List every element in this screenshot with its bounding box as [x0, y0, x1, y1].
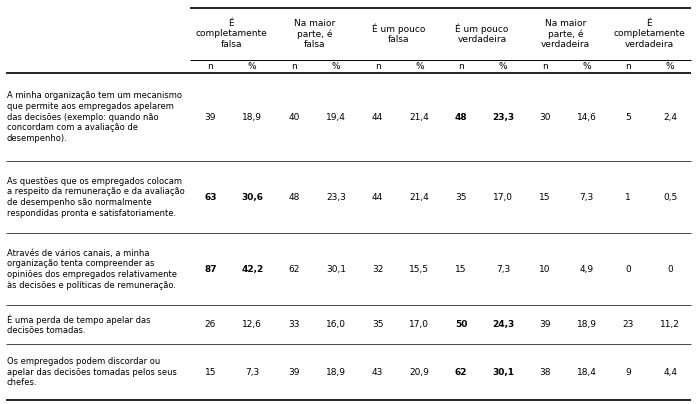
Text: 26: 26 [205, 320, 216, 329]
Text: 15: 15 [539, 193, 551, 202]
Text: 63: 63 [204, 193, 216, 202]
Text: 0,5: 0,5 [663, 193, 677, 202]
Text: 15: 15 [205, 368, 216, 377]
Text: 33: 33 [288, 320, 300, 329]
Text: Os empregados podem discordar ou
apelar das decisões tomadas pelos seus
chefes.: Os empregados podem discordar ou apelar … [7, 357, 177, 387]
Text: 9: 9 [626, 368, 631, 377]
Text: n: n [207, 62, 214, 71]
Text: É um pouco
verdadeira: É um pouco verdadeira [455, 23, 509, 44]
Text: 48: 48 [455, 113, 468, 122]
Text: 43: 43 [372, 368, 383, 377]
Text: Na maior
parte, é
verdadeira: Na maior parte, é verdadeira [541, 19, 590, 49]
Text: 18,9: 18,9 [242, 113, 262, 122]
Text: 24,3: 24,3 [492, 320, 514, 329]
Text: 35: 35 [372, 320, 383, 329]
Text: n: n [542, 62, 548, 71]
Text: 18,9: 18,9 [576, 320, 596, 329]
Text: 44: 44 [372, 193, 383, 202]
Text: 7,3: 7,3 [579, 193, 594, 202]
Text: 15,5: 15,5 [409, 265, 429, 274]
Text: 30,6: 30,6 [242, 193, 263, 202]
Text: 23,3: 23,3 [492, 113, 514, 122]
Text: n: n [458, 62, 464, 71]
Text: 7,3: 7,3 [496, 265, 510, 274]
Text: %: % [331, 62, 340, 71]
Text: É
completamente
verdadeira: É completamente verdadeira [613, 19, 685, 49]
Text: Através de vários canais, a minha
organização tenta compreender as
opiniões dos : Através de vários canais, a minha organi… [7, 248, 177, 290]
Text: 23: 23 [623, 320, 634, 329]
Text: 62: 62 [288, 265, 300, 274]
Text: n: n [374, 62, 381, 71]
Text: %: % [666, 62, 674, 71]
Text: %: % [583, 62, 591, 71]
Text: 14,6: 14,6 [576, 113, 596, 122]
Text: 5: 5 [626, 113, 631, 122]
Text: 15: 15 [455, 265, 467, 274]
Text: 23,3: 23,3 [326, 193, 346, 202]
Text: 21,4: 21,4 [409, 113, 429, 122]
Text: As questões que os empregados colocam
a respeito da remuneração e da avaliação
d: As questões que os empregados colocam a … [7, 177, 184, 218]
Text: 18,9: 18,9 [326, 368, 346, 377]
Text: 32: 32 [372, 265, 383, 274]
Text: A minha organização tem um mecanismo
que permite aos empregados apelarem
das dec: A minha organização tem um mecanismo que… [7, 91, 182, 143]
Text: Na maior
parte, é
falsa: Na maior parte, é falsa [294, 19, 335, 49]
Text: 0: 0 [667, 265, 673, 274]
Text: %: % [248, 62, 257, 71]
Text: 35: 35 [455, 193, 467, 202]
Text: É uma perda de tempo apelar das
decisões tomadas.: É uma perda de tempo apelar das decisões… [7, 314, 150, 335]
Text: 1: 1 [626, 193, 631, 202]
Text: 10: 10 [539, 265, 551, 274]
Text: 4,4: 4,4 [663, 368, 677, 377]
Text: 7,3: 7,3 [245, 368, 260, 377]
Text: 62: 62 [455, 368, 468, 377]
Text: 39: 39 [539, 320, 551, 329]
Text: 48: 48 [288, 193, 300, 202]
Text: 39: 39 [288, 368, 300, 377]
Text: 38: 38 [539, 368, 551, 377]
Text: É um pouco
falsa: É um pouco falsa [372, 23, 425, 44]
Text: 39: 39 [205, 113, 216, 122]
Text: 87: 87 [204, 265, 216, 274]
Text: 21,4: 21,4 [409, 193, 429, 202]
Text: 30,1: 30,1 [492, 368, 514, 377]
Text: 20,9: 20,9 [409, 368, 429, 377]
Text: 42,2: 42,2 [241, 265, 263, 274]
Text: É
completamente
falsa: É completamente falsa [196, 19, 267, 49]
Text: 19,4: 19,4 [326, 113, 346, 122]
Text: 17,0: 17,0 [493, 193, 513, 202]
Text: %: % [498, 62, 507, 71]
Text: 11,2: 11,2 [661, 320, 680, 329]
Text: 30: 30 [539, 113, 551, 122]
Text: 16,0: 16,0 [326, 320, 346, 329]
Text: 18,4: 18,4 [576, 368, 596, 377]
Text: 4,9: 4,9 [580, 265, 594, 274]
Text: 44: 44 [372, 113, 383, 122]
Text: 0: 0 [626, 265, 631, 274]
Text: n: n [626, 62, 631, 71]
Text: %: % [415, 62, 424, 71]
Text: 2,4: 2,4 [663, 113, 677, 122]
Text: n: n [291, 62, 297, 71]
Text: 40: 40 [288, 113, 300, 122]
Text: 50: 50 [455, 320, 468, 329]
Text: 30,1: 30,1 [326, 265, 346, 274]
Text: 12,6: 12,6 [242, 320, 262, 329]
Text: 17,0: 17,0 [409, 320, 429, 329]
